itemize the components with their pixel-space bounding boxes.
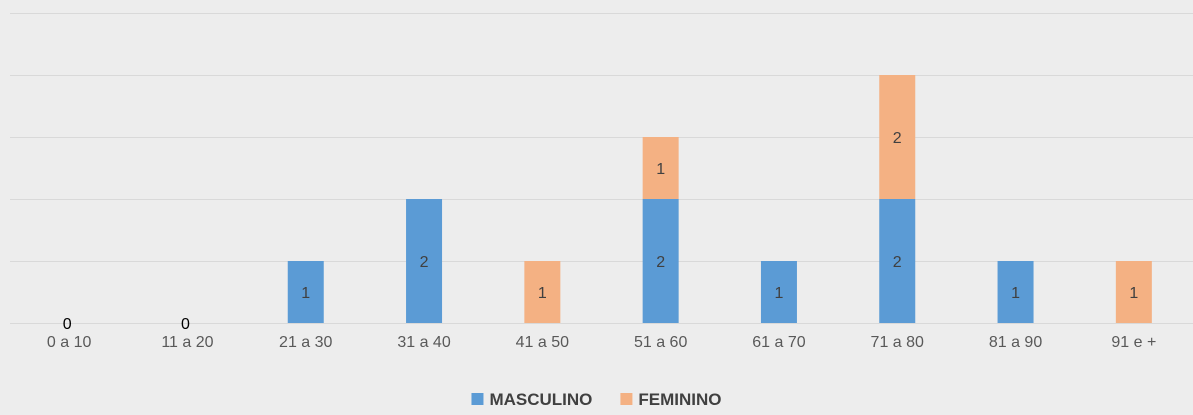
data-label-zero: 0 [181,316,190,333]
legend-swatch-feminino [620,393,633,405]
data-label: 2 [656,254,665,271]
bar-masculino-5 [642,199,679,323]
x-tick-label: 91 e + [1111,334,1156,351]
bar-feminino-7 [879,75,916,199]
x-tick-label: 51 a 60 [634,334,687,351]
bar-masculino-7 [879,199,916,323]
legend-swatch-masculino [471,393,484,405]
x-tick-label: 61 a 70 [752,334,805,351]
x-tick-label: 11 a 20 [161,334,213,351]
data-label: 1 [538,285,547,302]
legend-label-masculino: MASCULINO [489,390,592,409]
x-tick-label: 81 a 90 [989,334,1042,351]
data-label: 1 [301,285,310,302]
bar-feminino-9 [1115,261,1152,323]
bar-feminino-5 [642,137,679,199]
x-tick-label: 41 a 50 [516,334,569,351]
bar-feminino-4 [524,261,561,323]
bar-masculino-3 [406,199,443,323]
legend-label-feminino: FEMININO [638,390,721,409]
data-label: 1 [656,161,665,178]
bar-masculino-6 [760,261,797,323]
legend: MASCULINO FEMININO [471,390,722,409]
x-tick-label: 0 a 10 [47,334,92,351]
data-label-zero: 0 [63,316,72,333]
bar-masculino-2 [287,261,324,323]
data-label: 1 [1011,285,1020,302]
data-label: 1 [774,285,783,302]
data-label: 2 [893,254,902,271]
bar-masculino-8 [997,261,1034,323]
x-axis-tick-labels: 0 a 10 11 a 20 21 a 30 31 a 40 41 a 50 51 a 6… [47,334,1156,351]
bars [287,75,1152,323]
data-label: 2 [893,130,902,147]
data-labels: 0 0 1 2 1 2 1 1 2 2 1 1 [63,130,1139,333]
x-tick-label: 21 a 30 [279,334,332,351]
x-tick-label: 71 a 80 [871,334,924,351]
data-label: 1 [1129,285,1138,302]
data-label: 2 [420,254,429,271]
gridlines [10,13,1193,324]
x-tick-label: 31 a 40 [397,334,450,351]
